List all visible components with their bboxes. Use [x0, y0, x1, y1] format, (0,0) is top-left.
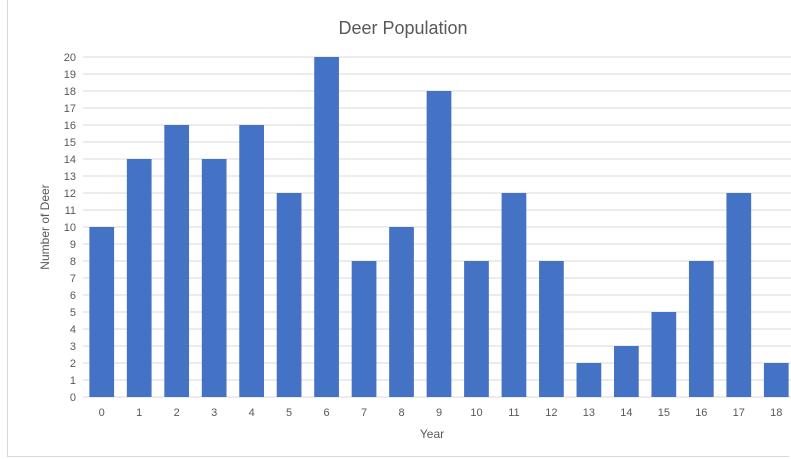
x-tick-label: 16 [695, 407, 707, 419]
y-tick-label: 13 [64, 171, 76, 183]
bar-year-4 [239, 125, 264, 397]
bar-year-16 [688, 261, 714, 397]
y-tick-label: 5 [70, 307, 76, 319]
y-tick-label: 15 [64, 137, 76, 149]
bar-year-18 [763, 363, 789, 397]
y-tick-label: 14 [64, 154, 76, 166]
x-tick-label: 7 [361, 407, 367, 419]
x-axis-label: Year [420, 427, 444, 441]
bar-year-2 [164, 125, 190, 397]
bar-year-10 [464, 261, 489, 397]
x-tick-label: 3 [211, 407, 217, 419]
x-tick-label: 10 [470, 407, 482, 419]
x-tick-label: 17 [733, 407, 745, 419]
x-tick-label: 2 [174, 407, 180, 419]
bar-year-15 [651, 312, 677, 397]
y-tick-label: 8 [70, 256, 76, 268]
bar-chart: Deer Population 012345678910111213141516… [38, 18, 791, 441]
y-tick-label: 9 [70, 239, 76, 251]
y-tick-label: 7 [70, 273, 76, 285]
y-tick-label: 20 [64, 52, 76, 64]
chart-title: Deer Population [338, 18, 467, 38]
x-tick-label: 8 [398, 407, 404, 419]
bar-year-5 [276, 193, 302, 397]
bar-year-6 [314, 57, 339, 397]
x-tick-label: 9 [436, 407, 442, 419]
bar-year-11 [501, 193, 527, 397]
chart-frame: Deer Population 0 1 2 3 4 5 6 7 8 9 10 11 12 13 14 15 16… [7, 0, 791, 457]
y-tick-label: 3 [70, 341, 76, 353]
y-tick-label: 0 [70, 392, 76, 404]
y-tick-label: 10 [64, 222, 76, 234]
bar-year-17 [726, 193, 752, 397]
bars [89, 57, 789, 397]
y-tick-label: 18 [64, 86, 76, 98]
y-tick-label: 6 [70, 290, 76, 302]
x-tick-label: 12 [545, 407, 557, 419]
x-tick-label: 5 [286, 407, 292, 419]
bar-year-8 [389, 227, 414, 397]
y-axis-label: Number of Deer [38, 184, 52, 269]
y-tick-label: 12 [64, 188, 76, 200]
bar-year-1 [126, 159, 152, 397]
bar-year-13 [576, 363, 602, 397]
bar-year-14 [614, 346, 639, 397]
y-tick-label: 11 [65, 205, 76, 217]
x-tick-label: 11 [508, 407, 519, 419]
bar-year-9 [426, 91, 452, 397]
x-tick-label: 4 [249, 407, 255, 419]
bar-year-7 [351, 261, 377, 397]
x-tick-label: 15 [658, 407, 670, 419]
x-tick-label: 1 [136, 407, 142, 419]
y-tick-label: 19 [64, 69, 76, 81]
x-tick-label: 18 [770, 407, 782, 419]
x-tick-label: 13 [583, 407, 595, 419]
y-tick-label: 1 [70, 375, 76, 387]
x-tick-label: 0 [99, 407, 105, 419]
bar-year-3 [201, 159, 227, 397]
y-tick-label: 16 [64, 120, 76, 132]
bar-year-12 [539, 261, 564, 397]
y-tick-label: 2 [70, 358, 76, 370]
y-tick-label: 17 [64, 103, 76, 115]
x-tick-label: 6 [324, 407, 330, 419]
bar-year-0 [89, 227, 115, 397]
x-axis-ticks: 0 1 2 3 4 5 6 7 8 9 10 11 12 13 14 15 16 17 18 [99, 407, 783, 419]
y-tick-label: 4 [70, 324, 76, 336]
x-tick-label: 14 [620, 407, 632, 419]
